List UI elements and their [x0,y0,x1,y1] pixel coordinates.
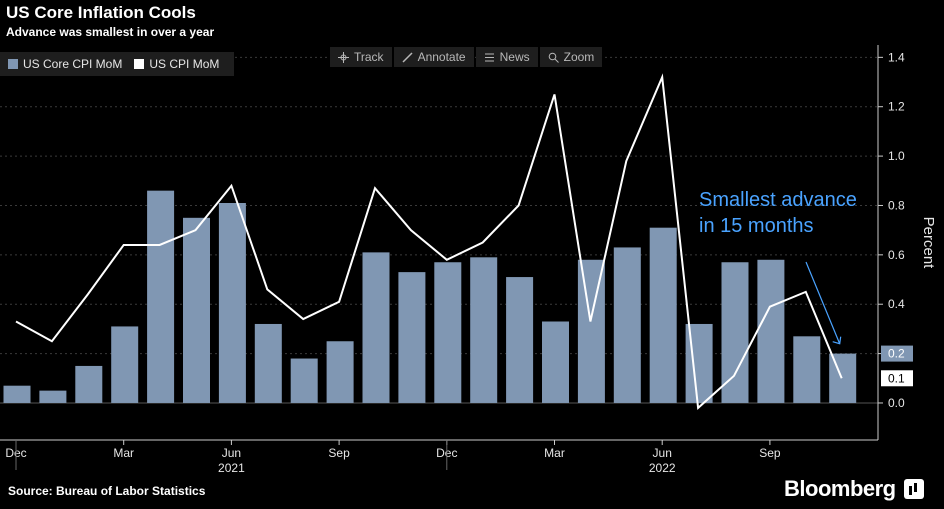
source-note: Source: Bureau of Labor Statistics [8,484,206,498]
bar [506,277,534,403]
y-tick-label: 0.4 [888,297,905,311]
annotate-button[interactable]: Annotate [393,47,474,67]
news-icon [484,53,494,61]
last-value-box [881,345,913,362]
bar [757,259,785,403]
zoom-label: Zoom [563,50,595,64]
bar [75,365,103,403]
track-label: Track [354,50,384,64]
news-label: News [499,50,530,64]
x-tick-label: Sep [328,446,350,460]
x-tick-label: Sep [759,446,781,460]
zoom-button[interactable]: Zoom [539,47,603,67]
bar [111,326,139,403]
bar [254,323,282,403]
bar [829,353,857,403]
bar [649,227,677,403]
x-year-label: 2021 [218,461,245,475]
x-tick-label: Jun [653,446,672,460]
legend-item-cpi[interactable]: US CPI MoM [134,57,219,71]
y-tick-label: 1.4 [888,50,905,64]
legend-swatch-line [134,59,145,69]
bar [326,341,354,403]
bar [613,247,641,403]
bar [39,390,67,403]
x-tick-label: Mar [113,446,134,460]
pencil-icon [402,51,413,63]
bar [577,259,605,403]
y-tick-label: 0.8 [888,198,905,212]
last-value-label: 0.1 [888,371,905,385]
bloomberg-terminal-icon [903,479,924,499]
legend: US Core CPI MoM US CPI MoM [0,52,234,76]
legend-item-core-cpi[interactable]: US Core CPI MoM [8,57,122,71]
x-tick-label: Jun [222,446,241,460]
bar [470,257,498,403]
bar [542,321,569,403]
last-value-label: 0.2 [888,347,905,361]
crosshair-icon [338,51,349,63]
chart-toolbar: Track Annotate News Zoom [330,47,603,67]
bar [218,203,246,403]
track-button[interactable]: Track [330,47,392,67]
annotation-line-1: Smallest advance [699,189,857,211]
cpi-line [15,73,843,410]
brand-logo: Bloomberg [784,476,924,502]
bar [398,272,426,403]
y-tick-label: 1.2 [888,100,905,114]
bar [793,336,821,403]
y-tick-label: 0.6 [888,248,905,262]
brand-name: Bloomberg [784,476,896,501]
chart-subtitle: Advance was smallest in over a year [6,25,215,39]
bar [147,190,175,403]
legend-swatch-bar [8,59,18,69]
bar [3,385,31,403]
last-value-box [881,370,913,387]
y-axis-label: Percent [920,217,937,270]
x-tick-label: Mar [544,446,565,460]
bar [290,358,318,403]
annotation-arrowhead [832,336,842,345]
bar [434,262,462,403]
bar [183,217,210,403]
annotation-arrow [805,261,841,344]
news-button[interactable]: News [475,47,538,67]
magnifier-icon [548,52,559,63]
annotation-line-2: in 15 months [699,215,814,237]
legend-label-cpi: US CPI MoM [149,57,220,71]
bar [362,252,390,403]
y-tick-label: 0.0 [888,396,905,410]
annotate-label: Annotate [417,50,466,64]
legend-label-core-cpi: US Core CPI MoM [23,57,123,71]
y-tick-label: 1.0 [888,149,905,163]
chart-title: US Core Inflation Cools [6,3,196,22]
x-year-label: 2022 [649,461,676,475]
bar [721,262,749,403]
